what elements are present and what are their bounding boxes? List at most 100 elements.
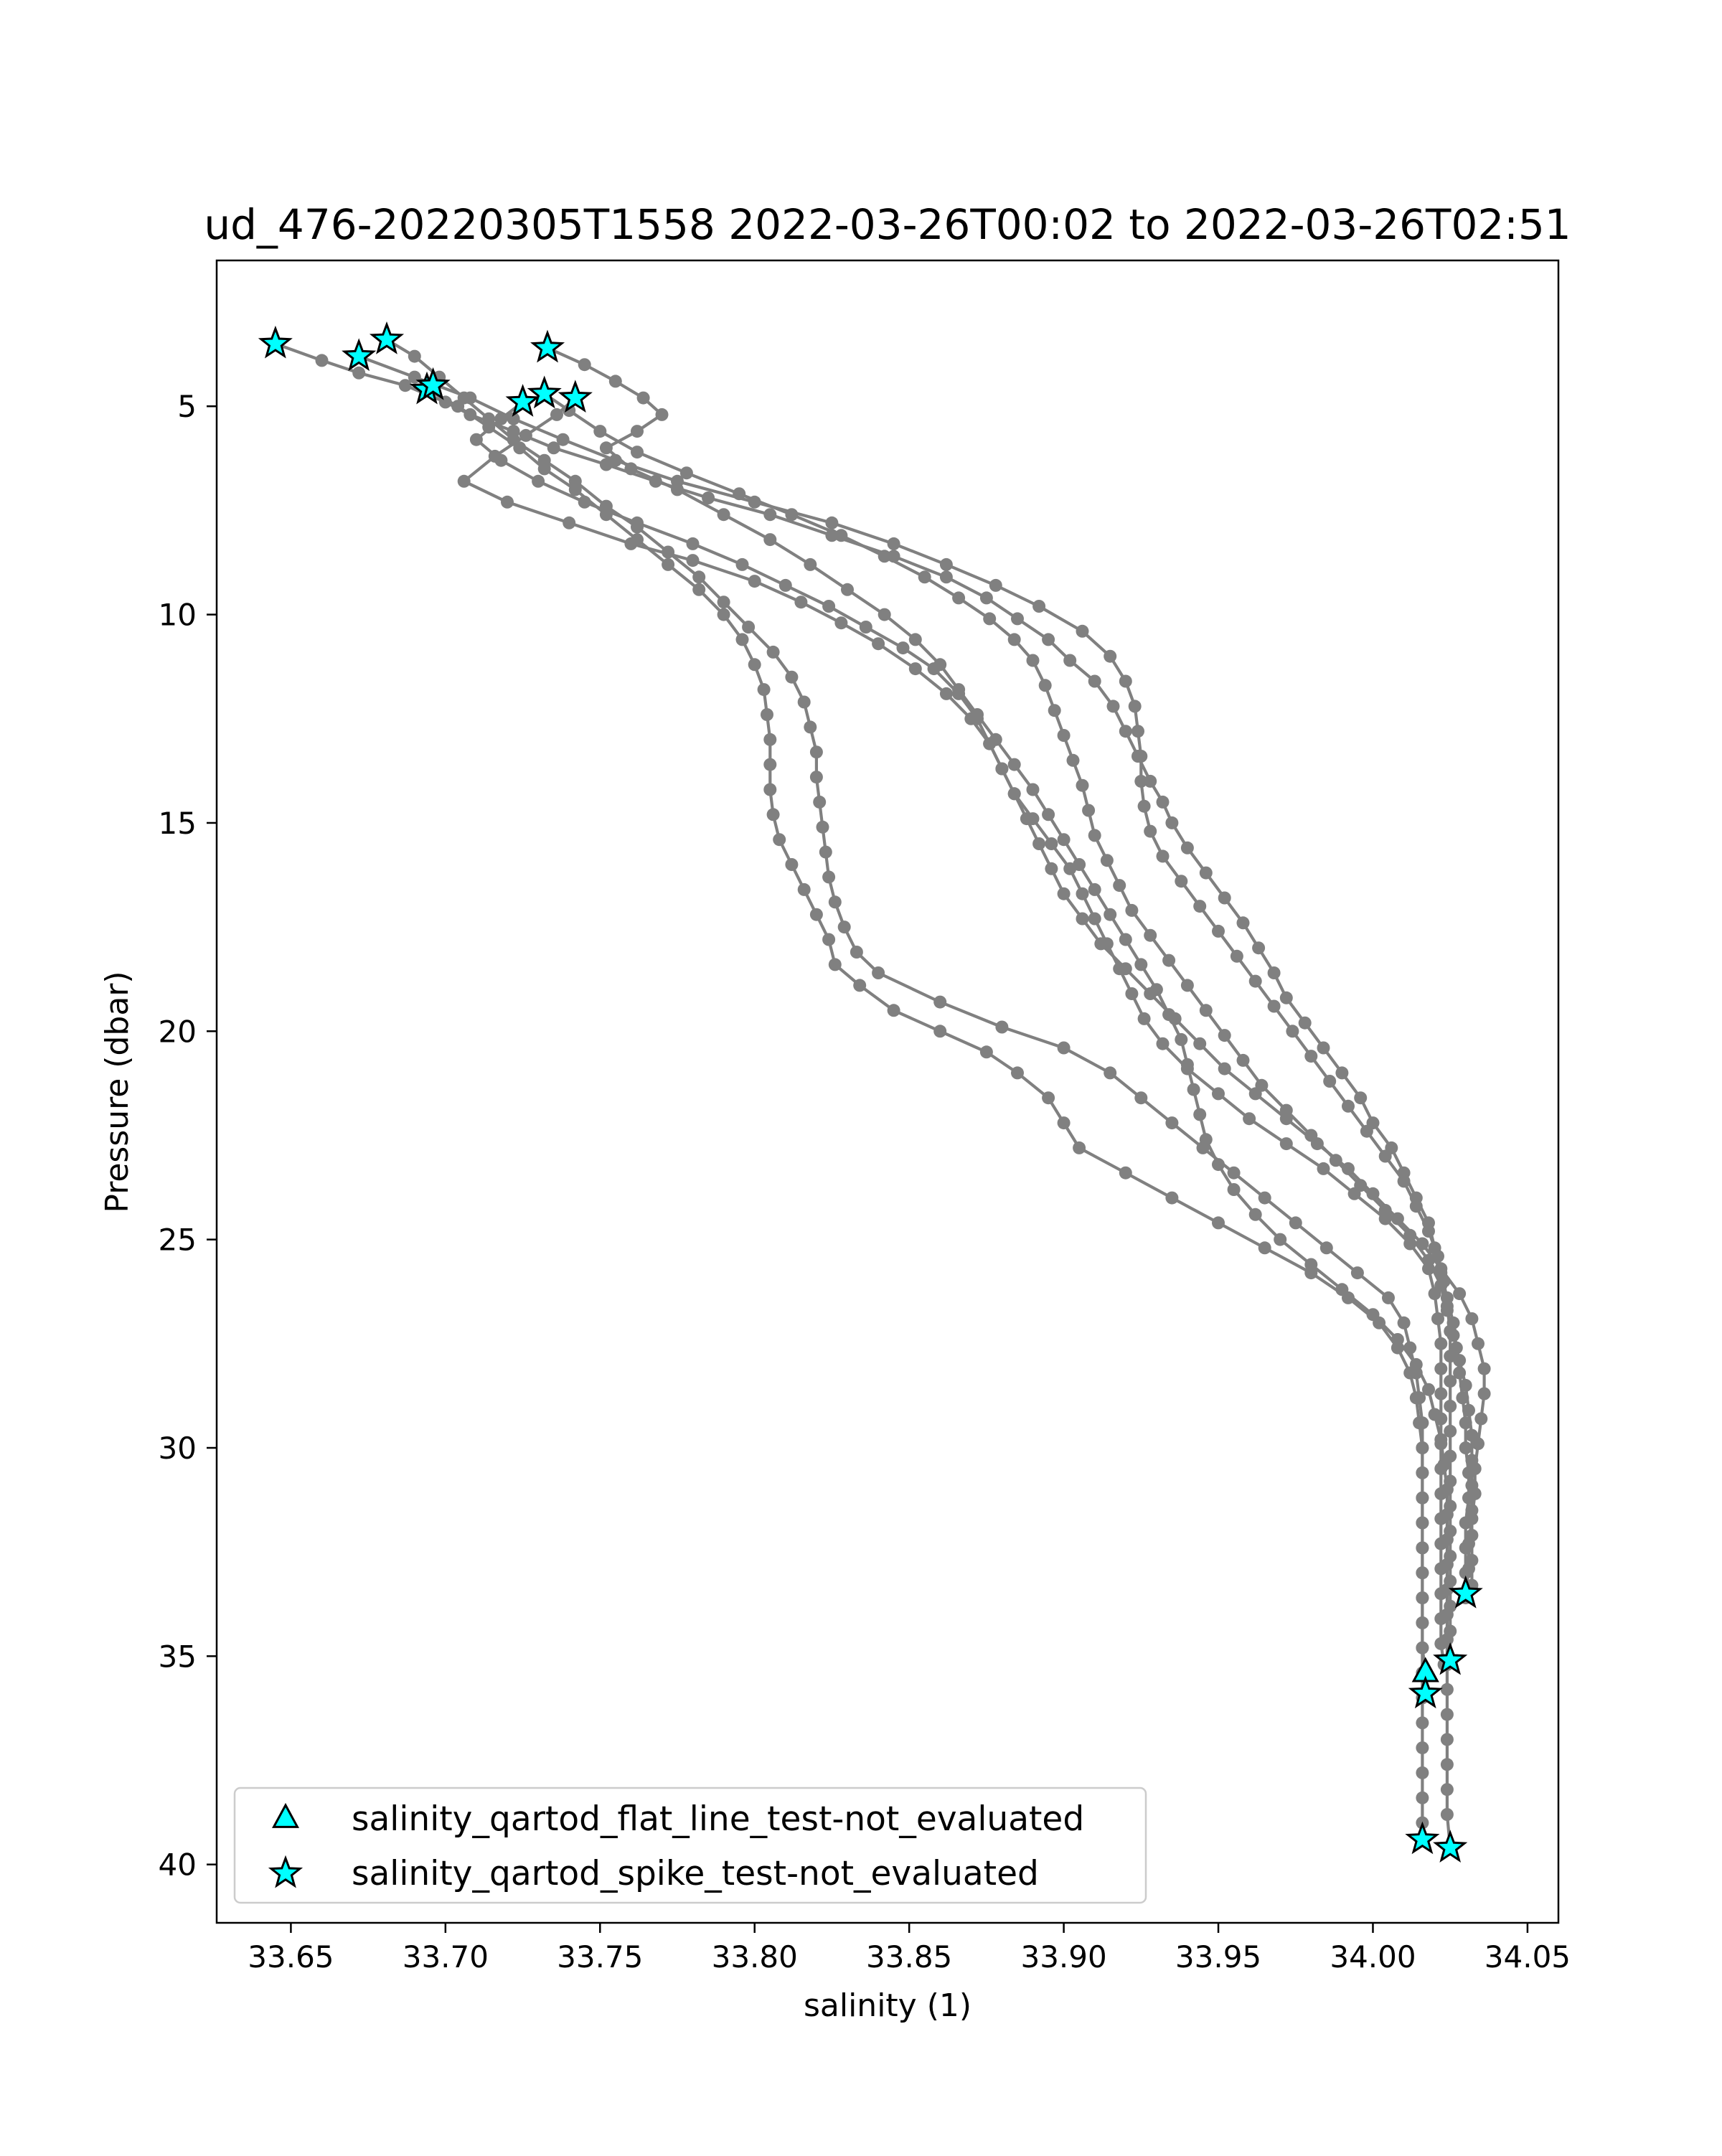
spike-flag-marker bbox=[1448, 1575, 1483, 1609]
profile-point bbox=[1144, 987, 1157, 1000]
profile-point bbox=[763, 758, 777, 771]
legend-box bbox=[233, 1787, 1147, 1904]
profile-point bbox=[1382, 1291, 1395, 1304]
profile-point bbox=[1434, 1487, 1448, 1500]
profile-point bbox=[1218, 1029, 1231, 1042]
profile-point bbox=[763, 783, 777, 796]
x-tick-label: 33.70 bbox=[403, 1939, 489, 1974]
profile-point bbox=[1477, 1387, 1491, 1401]
profile-point bbox=[927, 662, 941, 676]
profile-point bbox=[819, 845, 832, 859]
profile-point bbox=[1416, 1641, 1429, 1654]
profile-point bbox=[1199, 1004, 1213, 1017]
profile-point bbox=[1267, 999, 1281, 1013]
profile-point bbox=[568, 483, 582, 496]
spike-flag-marker bbox=[527, 375, 562, 409]
profile-point bbox=[1193, 1108, 1207, 1121]
y-tick-label: 40 bbox=[159, 1847, 197, 1883]
profile-point bbox=[1119, 1166, 1132, 1180]
legend-star-marker bbox=[268, 1855, 304, 1888]
profile-point bbox=[1175, 1032, 1188, 1046]
profile-point bbox=[804, 557, 817, 571]
profile-point bbox=[631, 446, 644, 459]
profile-point bbox=[1397, 1316, 1411, 1329]
profile-point bbox=[1477, 1362, 1491, 1375]
profile-point bbox=[1011, 1066, 1024, 1080]
profile-point bbox=[1199, 866, 1213, 880]
profile-point bbox=[995, 762, 1009, 776]
profile-point bbox=[1076, 912, 1089, 926]
profile-point bbox=[1422, 1262, 1435, 1276]
profile-point bbox=[1279, 991, 1293, 1004]
spike-flag-marker bbox=[1433, 1642, 1468, 1675]
profile-point bbox=[778, 578, 792, 592]
spike-flag-marker bbox=[1405, 1821, 1440, 1855]
profile-point bbox=[859, 621, 872, 634]
profile-point bbox=[1472, 1337, 1485, 1350]
profile-point bbox=[692, 583, 706, 596]
profile-point bbox=[1236, 916, 1250, 930]
profile-point bbox=[1162, 954, 1176, 967]
profile-point bbox=[1440, 1733, 1454, 1746]
profile-point bbox=[1289, 1216, 1302, 1230]
legend-item: salinity_qartod_spike_test-not_evaluated bbox=[268, 1854, 1039, 1893]
profile-point bbox=[1279, 1112, 1293, 1126]
x-tick-label: 34.00 bbox=[1330, 1939, 1416, 1974]
profile-point bbox=[908, 633, 922, 646]
profile-point bbox=[593, 425, 607, 438]
profile-point bbox=[1416, 1491, 1429, 1505]
profile-point bbox=[1335, 1066, 1349, 1080]
spike-flag-marker bbox=[258, 325, 293, 359]
profile-point bbox=[1304, 1050, 1318, 1063]
x-tick-label: 33.85 bbox=[866, 1939, 952, 1974]
profile-point bbox=[1317, 1041, 1330, 1055]
profile-point bbox=[1104, 649, 1117, 663]
profile-point bbox=[624, 462, 638, 476]
x-tick-label: 34.05 bbox=[1485, 1939, 1571, 1974]
profile-point bbox=[1007, 787, 1021, 801]
profile-point bbox=[872, 637, 885, 651]
y-tick-label: 15 bbox=[159, 806, 197, 841]
profile-point bbox=[939, 557, 953, 571]
x-tick-label: 33.65 bbox=[248, 1939, 334, 1974]
profile-point bbox=[1134, 958, 1148, 971]
profile-point bbox=[887, 1004, 900, 1017]
profile-point bbox=[1076, 778, 1089, 792]
profile-point bbox=[1459, 1378, 1472, 1392]
profile-point bbox=[878, 608, 891, 621]
profile-series bbox=[469, 395, 1451, 1671]
profile-point bbox=[1032, 600, 1046, 613]
profile-point bbox=[1156, 1037, 1170, 1050]
profile-point bbox=[1434, 1387, 1448, 1401]
profile-point bbox=[1180, 841, 1194, 855]
profile-point bbox=[1360, 1124, 1373, 1138]
profile-point bbox=[636, 391, 650, 405]
profile-point bbox=[1298, 1016, 1312, 1030]
profile-point bbox=[766, 808, 780, 822]
profile-point bbox=[686, 537, 700, 550]
profile-point bbox=[1279, 1137, 1293, 1151]
profile-point bbox=[1088, 912, 1101, 926]
profile-point bbox=[766, 645, 780, 659]
profile-point bbox=[1342, 1162, 1355, 1175]
profile-point bbox=[1193, 1037, 1207, 1050]
profile-point bbox=[761, 708, 773, 721]
profile-point bbox=[887, 537, 900, 550]
profile-point bbox=[1066, 753, 1080, 767]
profile-point bbox=[933, 995, 947, 1009]
profile-point bbox=[952, 687, 966, 700]
profile-point bbox=[631, 425, 644, 438]
profile-point bbox=[1468, 1487, 1482, 1500]
profile-point bbox=[763, 508, 777, 522]
profile-point bbox=[655, 408, 669, 421]
profile-point bbox=[1125, 903, 1139, 917]
profile-point bbox=[1335, 1283, 1349, 1296]
profile-point bbox=[507, 412, 520, 425]
profile-point bbox=[1391, 1333, 1404, 1346]
profile-point bbox=[1416, 1591, 1429, 1605]
profile-point bbox=[1073, 1141, 1086, 1154]
profile-point bbox=[1416, 1516, 1429, 1530]
profile-point bbox=[1168, 1012, 1182, 1025]
profile-point bbox=[563, 516, 576, 529]
profile-point bbox=[1137, 1012, 1151, 1025]
